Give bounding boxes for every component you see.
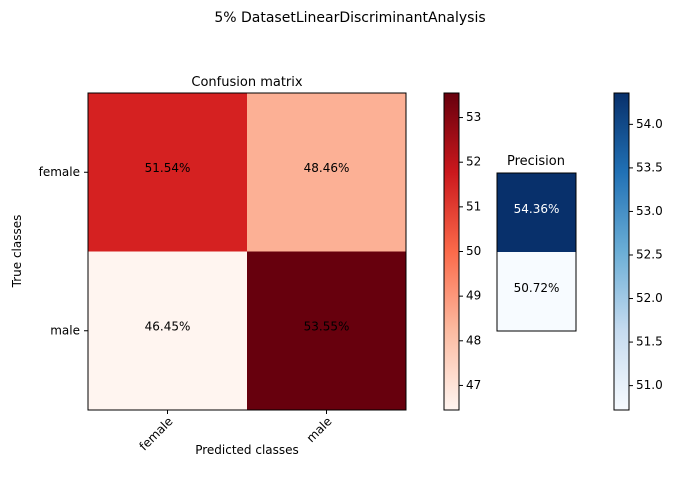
colorbar-tick-label: 51.5 (636, 335, 663, 349)
y-tick-label: female (39, 165, 80, 179)
confusion-cell (247, 93, 407, 252)
precision-cell-labels: 54.36% 50.72% (514, 202, 560, 295)
precision-cells (497, 173, 576, 332)
colorbar-tick-label: 54.0 (636, 117, 663, 131)
precision-frame (496, 172, 577, 332)
precision-title: Precision (507, 154, 565, 169)
colorbar-tick-label: 51 (466, 199, 481, 213)
colorbar-tick-label: 50 (466, 244, 481, 258)
reds-colorbar-gradient (443, 92, 460, 411)
colorbar-tick-label: 52.5 (636, 247, 663, 261)
colorbar-tick-label: 51.0 (636, 378, 663, 392)
figure-title: 5% DatasetLinearDiscriminantAnalysis (214, 10, 485, 26)
precision-cell (497, 252, 576, 332)
confusion-matrix: Confusion matrix 51.54% 48.46% 46.45% 53.55… (10, 75, 407, 457)
colorbar-tick-label: 48 (466, 333, 481, 347)
confusion-cell-label: 48.46% (304, 161, 350, 175)
precision-cell (497, 173, 576, 253)
precision-cell-label: 54.36% (514, 202, 560, 216)
colorbar-tick-label: 47 (466, 378, 481, 392)
confusion-cell-label: 51.54% (145, 161, 191, 175)
confusion-matrix-y-ticks: female male (39, 165, 88, 337)
reds-colorbar-ticks: 47 48 49 50 51 52 53 (459, 110, 481, 392)
colorbar-tick-label: 53.5 (636, 160, 663, 174)
confusion-cell-label: 53.55% (304, 319, 350, 333)
precision-cell-label: 50.72% (514, 281, 560, 295)
confusion-cell (88, 251, 248, 411)
y-tick-label: male (50, 323, 80, 337)
colorbar-tick-label: 53.0 (636, 204, 663, 218)
confusion-matrix-cells (88, 93, 407, 411)
colorbar-tick-label: 53 (466, 110, 481, 124)
y-axis-label: True classes (10, 215, 24, 289)
confusion-matrix-cell-labels: 51.54% 48.46% 46.45% 53.55% (145, 161, 350, 334)
confusion-cell-label: 46.45% (145, 319, 191, 333)
confusion-matrix-title: Confusion matrix (191, 75, 302, 90)
blues-colorbar: 51.0 51.5 52.0 52.5 53.0 53.5 54.0 (613, 92, 663, 411)
x-axis-label: Predicted classes (195, 443, 299, 457)
reds-colorbar: 47 48 49 50 51 52 53 (443, 92, 481, 411)
confusion-cell (88, 93, 248, 252)
blues-colorbar-gradient (613, 92, 630, 411)
blues-colorbar-ticks: 51.0 51.5 52.0 52.5 53.0 53.5 54.0 (629, 117, 663, 392)
colorbar-tick-label: 49 (466, 289, 481, 303)
x-tick-label: female (136, 414, 175, 453)
precision-matrix: Precision 54.36% 50.72% (496, 154, 577, 332)
confusion-matrix-frame (87, 92, 407, 411)
x-tick-label: male (304, 414, 335, 445)
confusion-cell (247, 251, 407, 411)
colorbar-tick-label: 52 (466, 155, 481, 169)
colorbar-tick-label: 52.0 (636, 291, 663, 305)
